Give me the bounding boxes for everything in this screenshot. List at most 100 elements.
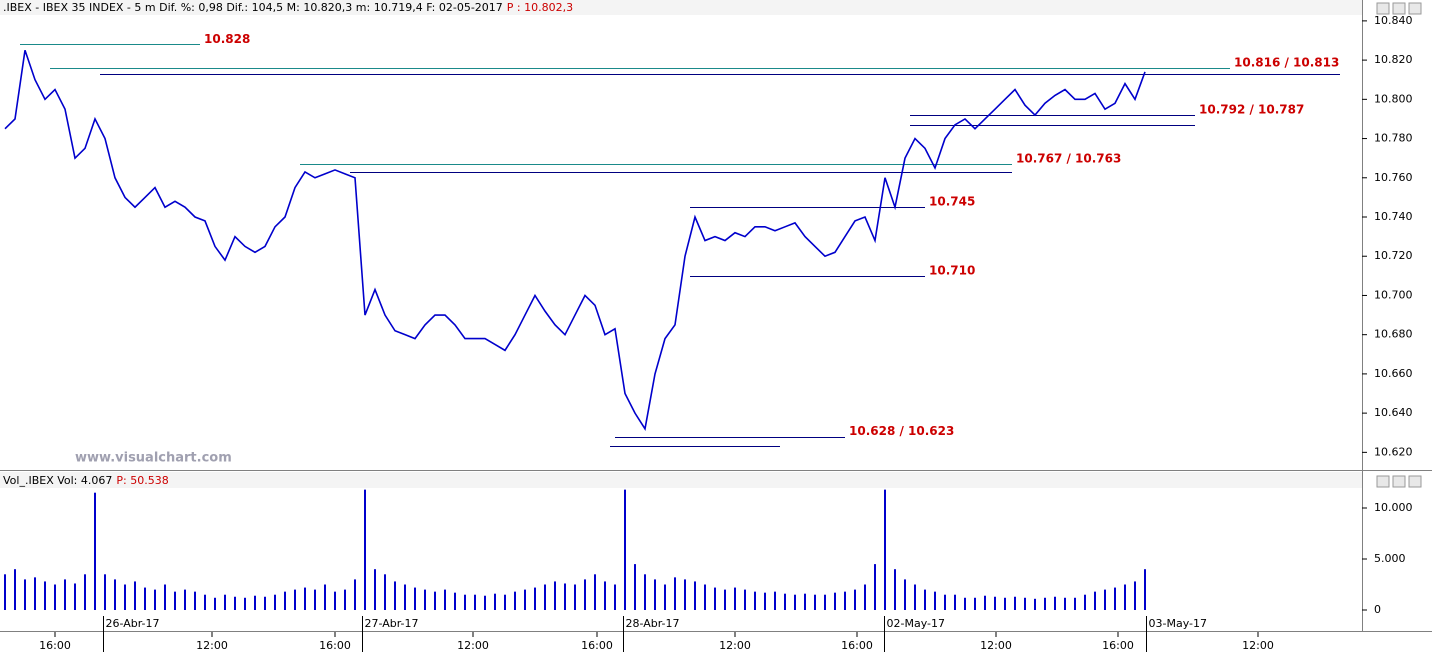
y-tick-label: 10.660 — [1374, 367, 1413, 380]
level-label: 10.767 / 10.763 — [1016, 152, 1121, 166]
volume-bar — [854, 589, 856, 611]
volume-bar — [534, 587, 536, 611]
volume-bar — [494, 593, 496, 611]
window-buttons[interactable] — [1376, 2, 1422, 488]
volume-bar — [384, 574, 386, 611]
level-label: 10.816 / 10.813 — [1234, 55, 1339, 69]
volume-minimize-button[interactable] — [1376, 475, 1390, 488]
x-tick-label: 16:00 — [581, 639, 613, 652]
volume-bar — [624, 489, 626, 611]
volume-bar — [1034, 598, 1036, 611]
volume-bar — [64, 579, 66, 611]
header-text: .IBEX - IBEX 35 INDEX - 5 m Dif. %: 0,98… — [3, 1, 503, 14]
x-tick-label: 12:00 — [457, 639, 489, 652]
volume-bar — [744, 589, 746, 611]
volume-bar — [344, 589, 346, 611]
volume-bar — [844, 591, 846, 611]
volume-bar — [374, 569, 376, 611]
volume-bar — [774, 591, 776, 611]
y-tick-label: 5.000 — [1374, 552, 1406, 565]
volume-bar — [734, 587, 736, 611]
volume-header-text: Vol_.IBEX Vol: 4.067 — [3, 474, 112, 487]
volume-bar — [504, 594, 506, 611]
x-tick-label: 16:00 — [39, 639, 71, 652]
volume-bar — [314, 589, 316, 611]
volume-bar — [1054, 596, 1056, 611]
volume-close-button[interactable] — [1408, 475, 1422, 488]
volume-bar — [1124, 584, 1126, 611]
volume-bar — [1024, 597, 1026, 611]
volume-bar — [354, 579, 356, 611]
volume-bar — [484, 595, 486, 611]
volume-bar — [784, 593, 786, 611]
level-label: 10.710 — [929, 263, 975, 277]
volume-header-bar — [0, 472, 1362, 488]
volume-bar — [224, 594, 226, 611]
header-bar — [0, 0, 1362, 15]
volume-bar — [204, 594, 206, 611]
volume-bar — [824, 594, 826, 611]
volume-bar — [194, 591, 196, 611]
volume-bar — [544, 584, 546, 611]
y-tick-label: 10.640 — [1374, 406, 1413, 419]
volume-bar — [94, 492, 96, 611]
volume-bar — [324, 584, 326, 611]
y-tick-label: 10.760 — [1374, 171, 1413, 184]
volume-bar — [724, 589, 726, 611]
volume-bar — [924, 589, 926, 611]
close-button[interactable] — [1408, 2, 1422, 15]
volume-bar — [904, 579, 906, 611]
volume-bar — [474, 594, 476, 611]
volume-bar — [814, 594, 816, 611]
volume-bar — [684, 579, 686, 611]
volume-bar — [334, 591, 336, 611]
volume-bar — [804, 593, 806, 611]
y-tick-label: 10.700 — [1374, 288, 1413, 301]
volume-bar — [704, 584, 706, 611]
x-tick-label: 16:00 — [841, 639, 873, 652]
maximize-button[interactable] — [1392, 2, 1406, 15]
volume-bar — [214, 597, 216, 611]
volume-header-price: P: 50.538 — [116, 474, 168, 487]
volume-bar — [1144, 569, 1146, 611]
volume-bar — [54, 584, 56, 611]
x-tick-label: 12:00 — [196, 639, 228, 652]
volume-bar — [604, 581, 606, 611]
volume-bar — [154, 589, 156, 611]
volume-bar — [434, 591, 436, 611]
volume-bar — [164, 584, 166, 611]
y-tick-label: 10.740 — [1374, 210, 1413, 223]
volume-bar — [714, 587, 716, 611]
volume-bar — [74, 583, 76, 611]
watermark: www.visualchart.com — [75, 451, 232, 466]
volume-bar — [1104, 589, 1106, 611]
volume-bar — [894, 569, 896, 611]
date-tick-label: 26-Abr-17 — [106, 617, 160, 630]
volume-bar — [114, 579, 116, 611]
price-line — [4, 50, 1146, 431]
volume-bar — [584, 579, 586, 611]
volume-bar — [414, 587, 416, 611]
volume-bar — [84, 574, 86, 611]
volume-bar — [644, 574, 646, 611]
volume-bar — [1074, 597, 1076, 611]
date-tick-label: 02-May-17 — [887, 617, 945, 630]
volume-bar — [514, 591, 516, 611]
volume-maximize-button[interactable] — [1392, 475, 1406, 488]
volume-bar — [234, 596, 236, 611]
y-tick-label: 10.840 — [1374, 14, 1413, 27]
volume-bar — [404, 584, 406, 611]
volume-bar — [984, 595, 986, 611]
y-tick-label: 10.780 — [1374, 132, 1413, 145]
y-tick-label: 10.720 — [1374, 249, 1413, 262]
volume-bar — [34, 577, 36, 611]
y-tick-label: 10.000 — [1374, 501, 1413, 514]
volume-bar — [284, 591, 286, 611]
volume-bar — [304, 587, 306, 611]
volume-bar — [674, 577, 676, 611]
volume-bar — [244, 597, 246, 611]
volume-bar — [884, 489, 886, 611]
volume-bar — [914, 584, 916, 611]
minimize-button[interactable] — [1376, 2, 1390, 15]
